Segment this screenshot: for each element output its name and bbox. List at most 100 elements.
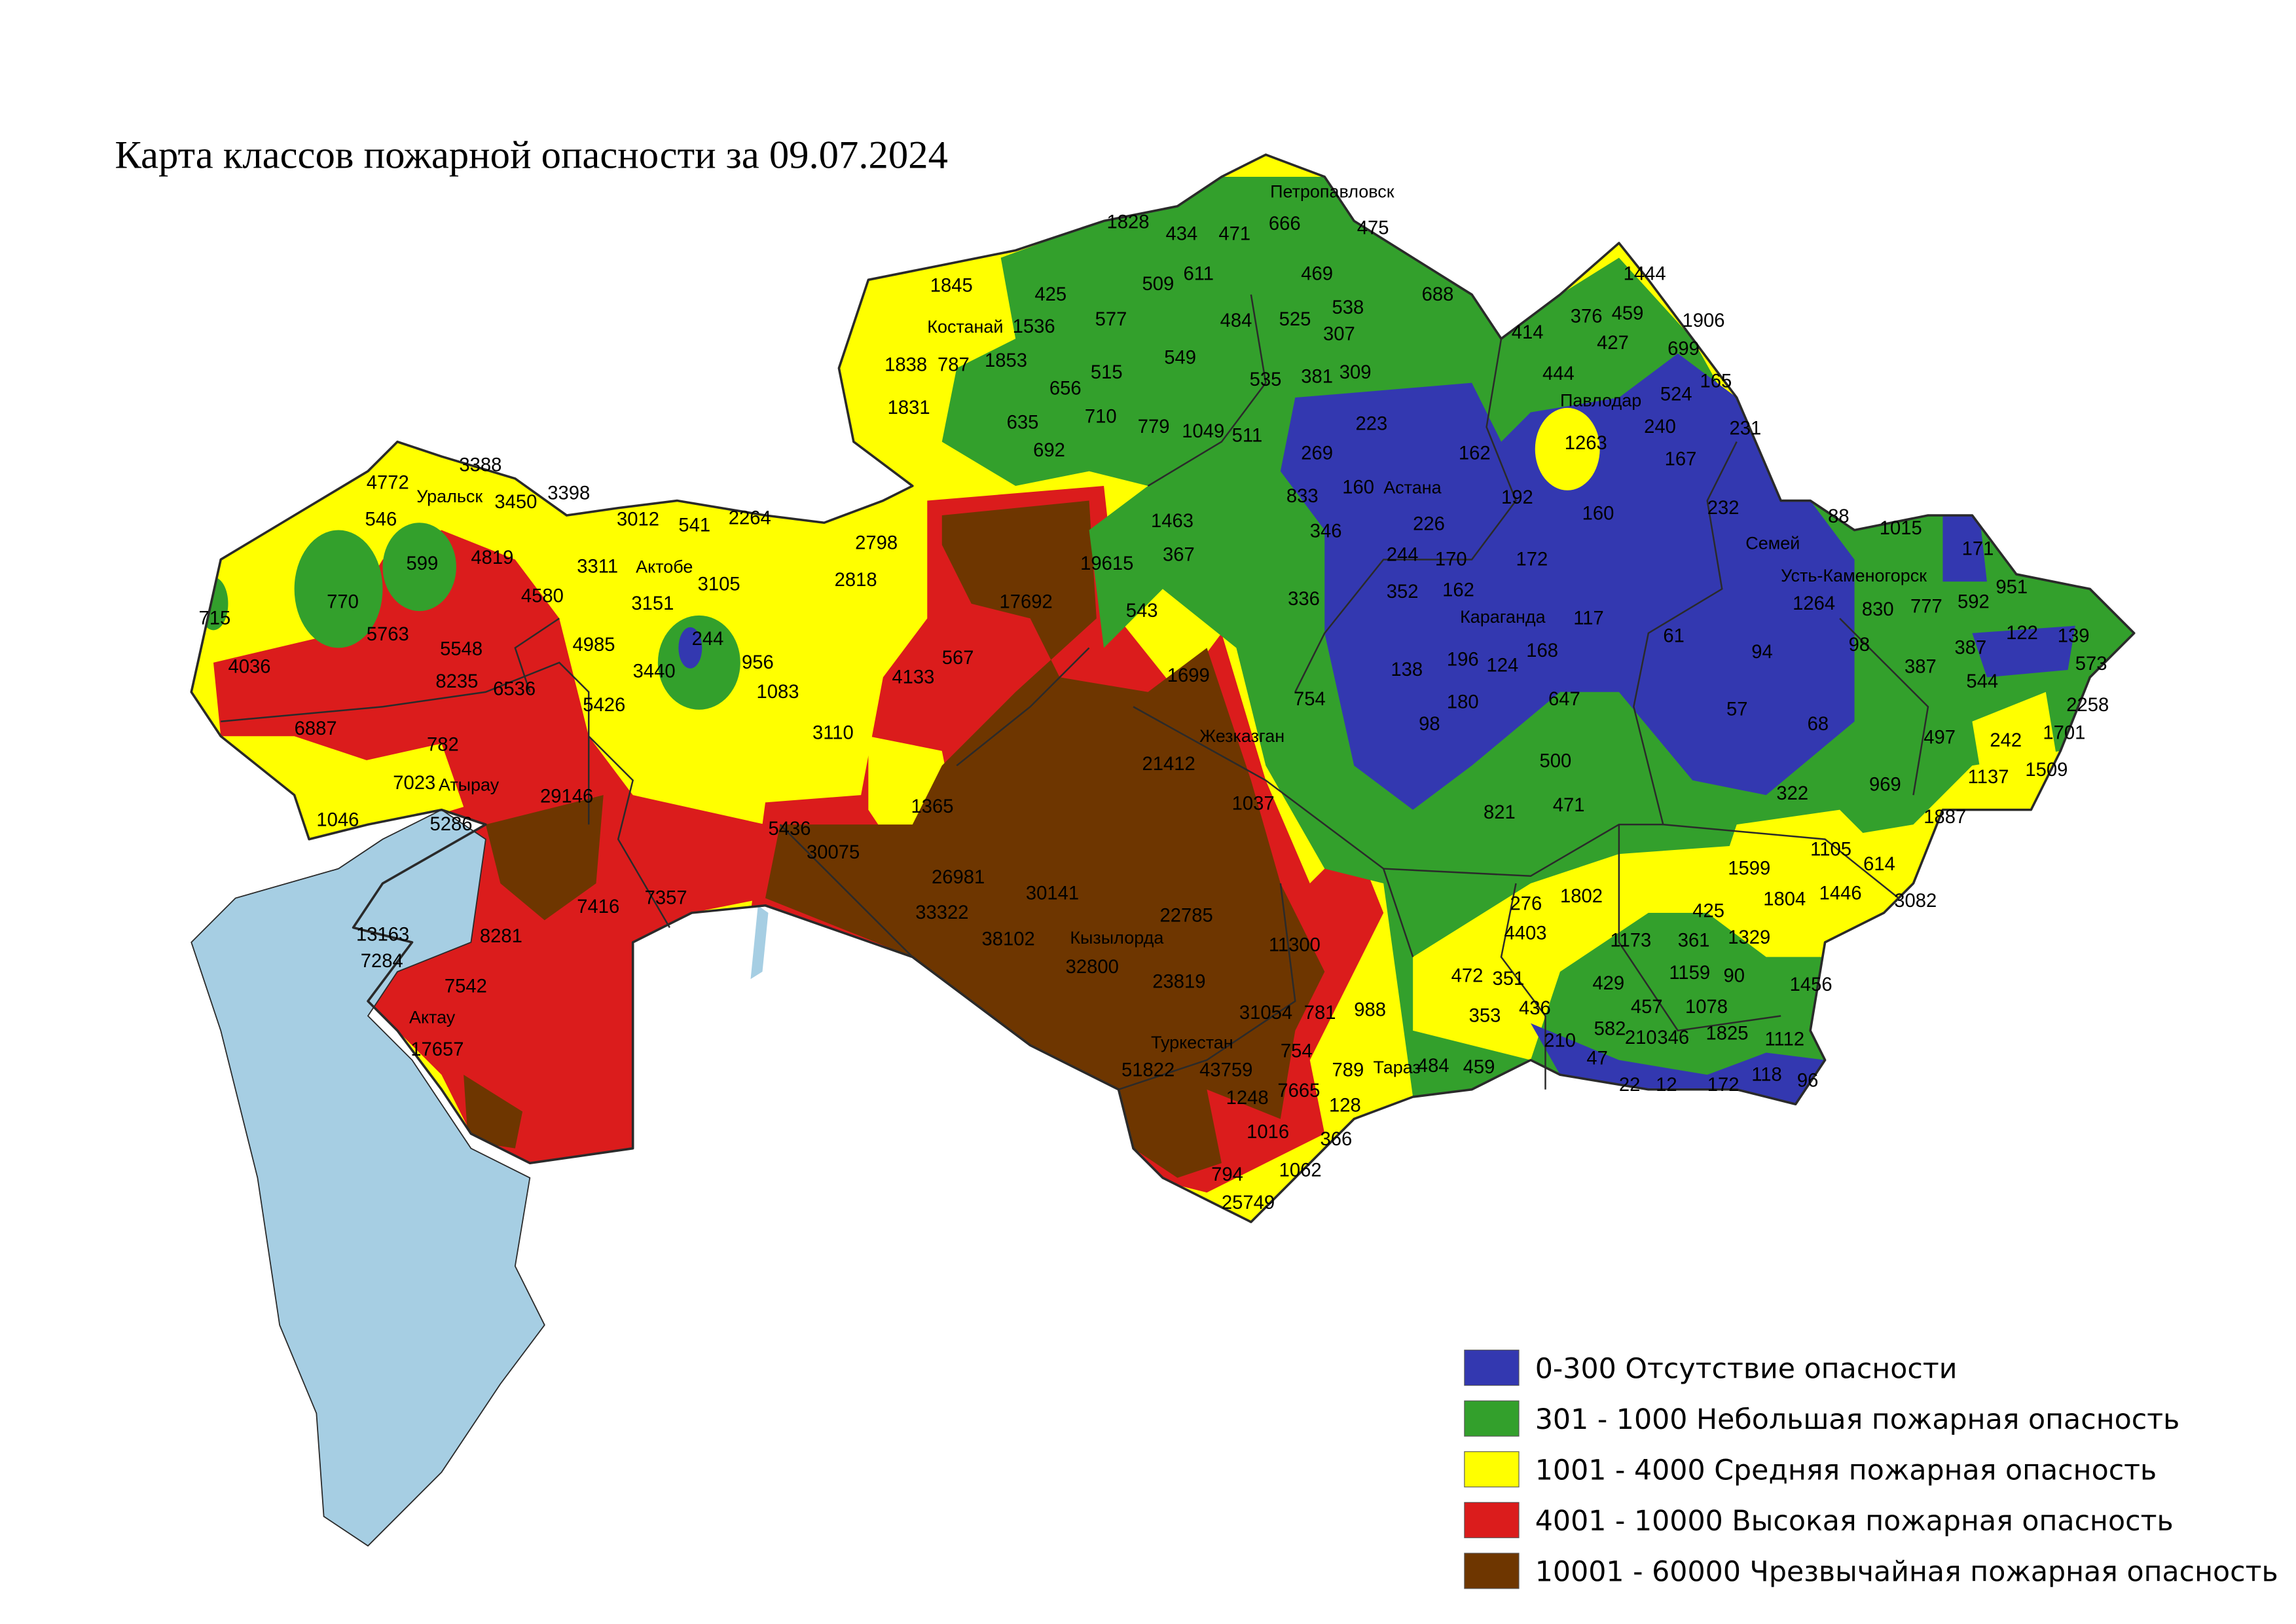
aral-sea [750,905,769,980]
fire-index-value: 21412 [1142,754,1195,775]
fire-index-value: 969 [1869,774,1901,795]
fire-index-value: 1699 [1167,665,1210,686]
zone-extreme [464,1075,523,1149]
fire-index-value: 32800 [1066,957,1119,978]
fire-index-value: 692 [1033,440,1065,461]
fire-index-value: 128 [1329,1095,1361,1116]
legend-label: 4001 - 10000 Высокая пожарная опасность [1535,1505,2174,1538]
fire-index-value: 4036 [228,657,270,678]
zone-none [1280,353,1855,810]
fire-index-value: 381 [1301,367,1333,388]
region-border [1383,823,1899,899]
fire-index-value: 1536 [1013,316,1055,337]
fire-index-value: 322 [1776,783,1808,804]
fire-index-value: 8281 [480,926,522,947]
fire-index-value: 484 [1220,310,1252,331]
fire-index-value: 710 [1085,406,1117,427]
fire-index-value: 43759 [1199,1060,1252,1081]
legend-swatch [1464,1451,1520,1488]
fire-index-value: 90 [1723,966,1745,987]
fire-index-value: 577 [1095,309,1127,330]
fire-index-value: 1159 [1669,963,1710,984]
fire-index-value: 3311 [577,557,618,578]
fire-index-value: 1446 [1819,883,1862,904]
fire-index-value: 4133 [892,667,934,688]
legend-swatch [1464,1553,1520,1589]
fire-index-value: 160 [1582,504,1614,525]
fire-index-value: 541 [678,515,710,536]
fire-index-value: 4985 [573,635,615,655]
fire-index-value: 98 [1849,635,1870,655]
city-label: Тараз [1373,1058,1420,1077]
region-border [1118,883,1296,1090]
fire-index-value: 196 [1447,649,1479,670]
region-border [514,618,560,693]
fire-index-value: 535 [1250,369,1282,390]
country-border [190,153,2136,1223]
fire-index-value: 51822 [1121,1060,1175,1081]
fire-index-value: 98 [1419,714,1440,735]
fire-index-value: 614 [1863,854,1895,875]
fire-index-value: 88 [1828,506,1850,527]
fire-index-value: 22785 [1159,905,1212,926]
legend: 0-300 Отсутствие опасности 301 - 1000 Неб… [1464,1350,2278,1589]
fire-index-value: 2798 [855,533,898,554]
fire-index-value: 162 [1442,580,1474,601]
fire-index-value: 7357 [645,888,687,909]
fire-index-value: 7665 [1277,1080,1320,1101]
fire-index-value: 635 [1007,412,1039,433]
fire-index-value: 1802 [1560,886,1603,907]
fire-index-value: 1463 [1151,511,1194,532]
zone-extreme [765,500,1325,1178]
fire-index-value: 5763 [367,624,409,645]
region-border [1839,618,1929,796]
fire-index-value: 351 [1493,969,1525,989]
fire-index-value: 429 [1592,973,1624,994]
city-label: Актау [409,1008,456,1027]
fire-index-value: 26981 [932,867,985,888]
fire-index-value: 444 [1542,363,1575,384]
zone-none [1942,515,1987,582]
city-label: Кызылорда [1070,928,1163,948]
fire-index-value: 1264 [1793,593,1835,614]
fire-index-value: 1263 [1565,433,1607,454]
zone-none [1531,1023,1825,1105]
fire-index-value: 573 [2075,654,2107,674]
fire-index-value: 471 [1553,795,1585,816]
fire-index-value: 3105 [698,574,740,595]
fire-index-value: 276 [1510,893,1542,914]
fire-index-value: 544 [1966,671,1998,692]
fire-index-value: 469 [1301,263,1333,284]
city-label: Актобе [636,557,693,577]
legend-swatch [1464,1502,1520,1538]
fire-index-value: 7542 [445,976,487,997]
fire-index-value: 830 [1862,599,1894,620]
fire-index-value: 11300 [1269,934,1321,955]
fire-index-value: 3151 [631,593,674,614]
fire-index-value: 951 [1995,577,2028,598]
fire-index-value: 180 [1447,692,1479,713]
fire-index-value: 1599 [1728,858,1770,879]
fire-index-value: 25749 [1222,1192,1275,1213]
region-border [1500,883,1546,1090]
fire-index-value: 1444 [1624,263,1666,284]
fire-index-value: 192 [1501,487,1533,508]
city-label: Усть-Каменогорск [1781,566,1927,585]
fire-index-value: 1137 [1968,767,2009,788]
zone-high [213,530,765,1164]
fire-index-value: 353 [1469,1005,1501,1026]
fire-index-value: 427 [1597,333,1629,354]
zone-none [1972,625,2075,678]
fire-index-value: 96 [1797,1070,1819,1091]
fire-index-value: 475 [1357,218,1389,239]
fire-index-value: 167 [1665,449,1697,470]
fire-index-value: 471 [1218,224,1250,245]
legend-label: 1001 - 4000 Средняя пожарная опасность [1535,1454,2157,1487]
fire-index-value: 172 [1707,1075,1740,1096]
fire-index-value: 7284 [361,951,403,972]
fire-index-value: 307 [1323,323,1355,344]
zone-medium [1972,692,2061,810]
fire-index-value: 171 [1962,539,1994,560]
region-border [221,661,590,825]
